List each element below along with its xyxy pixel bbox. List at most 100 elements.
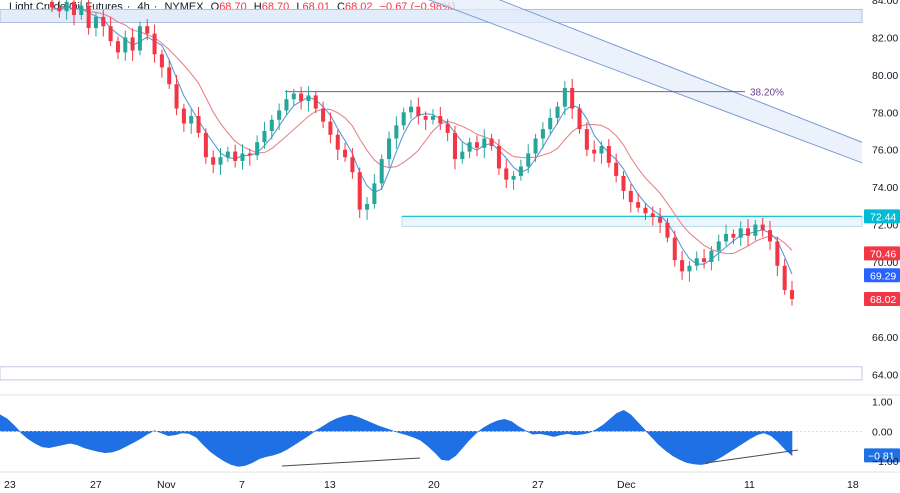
candle-body [299, 93, 304, 102]
time-tick-label: 7 [239, 479, 245, 491]
candle-body [555, 106, 560, 118]
oscillator-divergence-line-1 [281, 457, 421, 467]
price-tick-label: 82.00 [872, 32, 898, 44]
candle-body [189, 116, 194, 124]
open-label: O [210, 1, 220, 13]
price-tick-label: 76.00 [872, 145, 898, 157]
candle-body [592, 149, 597, 154]
candle-body [269, 119, 274, 131]
candle-body [167, 67, 172, 85]
time-tick-label: 27 [532, 479, 544, 491]
candle-body [394, 125, 399, 139]
candle-body [621, 175, 626, 191]
candle-body [577, 108, 582, 130]
descending-channel [429, 0, 862, 163]
oscillator-area [0, 410, 793, 467]
lower-range-box [0, 366, 863, 381]
fast-moving-average [51, 6, 793, 275]
levels-layer: 38.20% [285, 88, 863, 227]
candle-body [753, 224, 758, 236]
candle-body [79, 5, 84, 15]
time-tick-label: 23 [4, 479, 16, 491]
candle-body [57, 7, 62, 12]
candle-body [387, 138, 392, 160]
candle-body [86, 5, 91, 29]
support-zone [401, 216, 863, 227]
candle-body [159, 54, 164, 68]
candle-body [445, 123, 450, 133]
candle-body [291, 93, 296, 100]
candle-body [137, 26, 142, 51]
candle-body [548, 117, 553, 130]
candle-body [225, 151, 230, 158]
candle-body [731, 233, 736, 238]
candle-body [108, 26, 113, 42]
time-tick-label: Dec [617, 479, 636, 491]
time-tick-label: 27 [90, 479, 102, 491]
price-tick-label: 80.00 [872, 70, 898, 82]
price-tick-label: 64.00 [872, 369, 898, 381]
candle-body [702, 258, 707, 262]
candle-body [416, 106, 421, 117]
candle-body [423, 116, 428, 120]
candle-body [181, 108, 186, 124]
candle-body [115, 41, 120, 53]
candle-body [365, 203, 370, 210]
oscillator-divergence-line-2 [705, 449, 799, 464]
oscillator-tick-label: 1.00 [872, 396, 893, 408]
candle-body [489, 138, 494, 146]
candle-body [709, 250, 714, 262]
candle-body [379, 159, 384, 184]
price-badge-label: 69.29 [870, 270, 896, 282]
candle-body [768, 230, 773, 242]
candle-body [101, 16, 106, 27]
channel-lower-line [427, 0, 863, 164]
high-label: H [253, 1, 262, 13]
candle-body [306, 95, 311, 102]
candle-body [562, 87, 567, 107]
oscillator-badge-label: −0.81 [868, 450, 895, 462]
candle-body [614, 162, 619, 176]
candle-body [130, 37, 135, 51]
moving-averages-layer [51, 6, 793, 275]
candle-body [174, 84, 179, 109]
oscillator-tick-label: 0.00 [872, 426, 893, 438]
candle-body [474, 142, 479, 148]
price-badge [864, 292, 900, 307]
candle-body [789, 290, 795, 300]
price-tick-label: 74.00 [872, 182, 898, 194]
candle-body [313, 95, 318, 109]
candle-body [71, 1, 76, 15]
zones-layer [0, 0, 863, 381]
candle-body [680, 260, 685, 272]
candle-body [64, 1, 69, 12]
candle-body [511, 175, 516, 180]
candle-body [606, 145, 611, 163]
price-badge [864, 246, 900, 261]
channel-upper-line [498, 0, 863, 143]
time-tick-label: 18 [847, 479, 859, 491]
candle-body [203, 132, 208, 158]
candle-body [540, 129, 545, 139]
candle-body [533, 138, 538, 154]
candle-body [247, 153, 252, 156]
price-tick-label: 66.00 [872, 332, 898, 344]
time-tick-label: 13 [324, 479, 336, 491]
candles-layer [49, 0, 795, 306]
candle-body [738, 228, 743, 238]
candle-body [93, 16, 98, 29]
candle-body [123, 37, 128, 53]
candle-body [628, 190, 633, 203]
candle-body [672, 237, 677, 261]
candle-body [284, 99, 289, 111]
candle-body [335, 134, 340, 150]
candle-body [430, 116, 436, 120]
candle-body [152, 33, 157, 55]
candle-body [357, 172, 362, 210]
candle-body [650, 213, 655, 218]
price-badge [864, 209, 900, 224]
low-label: L [296, 1, 303, 13]
candle-body [218, 157, 223, 165]
